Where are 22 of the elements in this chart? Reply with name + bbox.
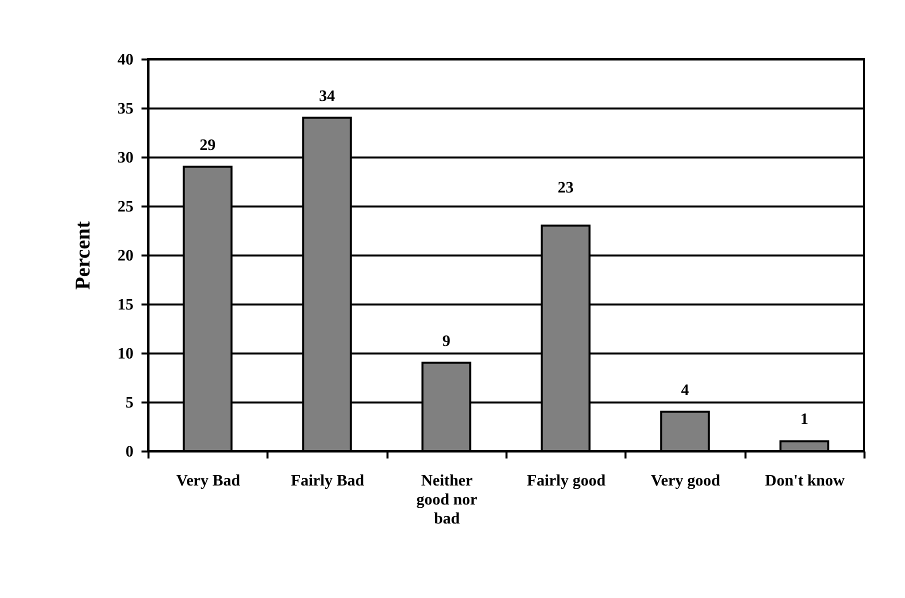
x-tick-label: Very good [650,472,720,490]
data-label: 9 [442,332,450,350]
data-label: 34 [319,88,335,105]
y-tick-label: 35 [118,100,134,118]
y-tick-label: 5 [126,394,134,412]
y-tick-label: 25 [118,198,134,216]
x-tick-label: Very Bad [176,472,240,490]
y-tick-label: 10 [118,346,134,362]
y-tick-label: 20 [118,248,134,264]
y-axis-title: Percent [70,221,94,290]
x-tick-label: Fairly good [526,472,606,490]
y-tick-label: 30 [118,150,134,166]
y-tick-label: 40 [118,52,134,68]
x-tick-label: Neither good nor bad [416,472,478,528]
y-tick-label: 15 [118,296,134,314]
y-tick-label: 0 [126,444,134,460]
x-tick-label: Don't know [765,472,846,490]
data-label: 4 [681,382,689,399]
x-tick-label: Fairly Bad [290,472,364,490]
data-label: 1 [800,411,808,428]
data-label: 29 [200,136,216,154]
data-label: 23 [558,180,574,197]
